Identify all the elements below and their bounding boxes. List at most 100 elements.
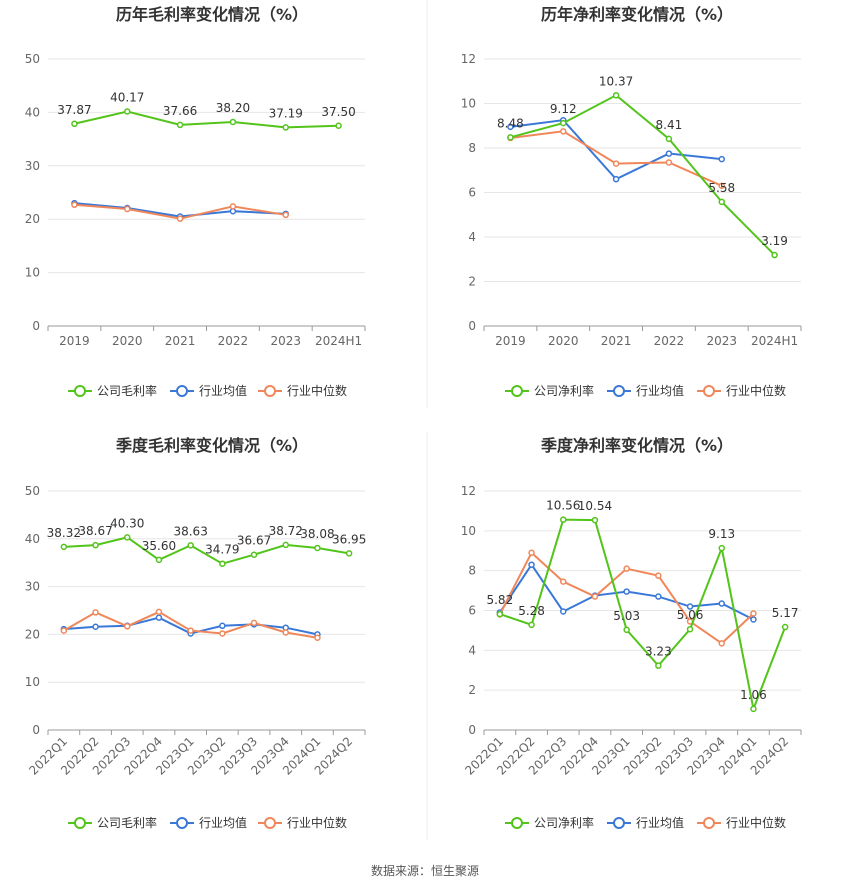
data-point-company <box>528 621 535 629</box>
series-line-company <box>510 94 776 256</box>
y-tick-label: 20 <box>25 212 40 226</box>
data-label: 5.06 <box>677 608 704 622</box>
data-label: 8.41 <box>656 118 683 132</box>
data-point-company <box>282 541 289 549</box>
data-point-industry_avg <box>623 588 630 595</box>
data-point-company <box>219 560 226 567</box>
data-label: 36.67 <box>237 534 271 548</box>
chart-title: 季度净利率变化情况（%） <box>540 436 733 455</box>
data-point-company <box>665 135 673 143</box>
data-point-industry_median <box>124 623 131 630</box>
data-point-industry_median <box>60 627 68 634</box>
x-tick-label: 2020 <box>548 334 579 348</box>
data-point-industry_avg <box>155 614 163 621</box>
legend-marker <box>74 385 86 397</box>
data-point-industry_avg <box>528 561 535 568</box>
data-point-industry_median <box>282 629 289 636</box>
data-label: 35.60 <box>142 539 176 553</box>
y-tick-label: 50 <box>25 52 40 66</box>
data-point-industry_median <box>612 160 620 167</box>
data-label: 5.17 <box>772 606 799 620</box>
data-point-industry_median <box>282 211 289 219</box>
data-point-industry_avg <box>686 603 694 610</box>
data-point-industry_median <box>71 201 78 209</box>
data-point-company <box>750 705 757 713</box>
chart-title: 历年净利率变化情况（%） <box>541 5 733 24</box>
legend-label: 行业均值 <box>199 815 247 830</box>
data-point-company <box>155 556 163 564</box>
data-point-industry_avg <box>665 150 673 157</box>
series-line-company <box>499 518 787 713</box>
data-point-industry_median <box>219 630 226 637</box>
data-label: 38.72 <box>269 524 303 538</box>
data-point-industry_median <box>655 572 662 579</box>
data-label: 5.58 <box>708 181 735 195</box>
data-point-industry_median <box>718 182 725 190</box>
y-tick-label: 4 <box>468 643 476 657</box>
data-point-company <box>282 124 289 131</box>
data-point-industry_median <box>314 634 321 641</box>
data-point-company <box>496 610 504 618</box>
data-point-industry_median <box>591 593 599 600</box>
data-point-company <box>335 122 342 129</box>
legend-label: 公司净利率 <box>534 815 594 830</box>
legend-label: 行业中位数 <box>287 383 347 398</box>
data-point-industry_median <box>187 627 194 634</box>
legend-label: 公司毛利率 <box>97 383 157 398</box>
legend-label: 行业均值 <box>199 383 247 398</box>
y-tick-label: 20 <box>25 627 40 641</box>
data-label: 3.23 <box>645 645 672 659</box>
data-point-industry_median <box>718 640 725 647</box>
legend-marker <box>264 817 276 829</box>
data-point-industry_median <box>124 205 131 213</box>
data-point-company <box>718 198 725 206</box>
legend-label: 行业均值 <box>636 815 684 830</box>
data-label: 34.79 <box>205 543 239 557</box>
data-point-company <box>314 544 321 552</box>
data-point-industry_avg <box>612 175 620 183</box>
data-point-industry_avg <box>718 600 725 607</box>
data-point-company <box>124 108 131 115</box>
data-label: 10.37 <box>599 74 633 88</box>
data-point-company <box>176 121 184 129</box>
data-point-industry_median <box>92 609 99 616</box>
chart-panel-1: 历年毛利率变化情况（%） 0 10 20 30 40 50 2019 2020 2021 2022 2… <box>25 5 366 398</box>
data-label: 37.50 <box>321 105 355 119</box>
y-tick-label: 0 <box>32 723 40 737</box>
y-tick-label: 2 <box>468 275 476 289</box>
legend-marker <box>176 385 188 397</box>
data-label: 9.12 <box>550 102 577 116</box>
data-point-company <box>623 626 630 634</box>
legend-marker <box>74 817 86 829</box>
data-point-industry_median <box>750 610 757 617</box>
y-tick-label: 40 <box>25 532 40 546</box>
data-label: 38.63 <box>173 524 207 538</box>
data-point-industry_median <box>560 578 567 585</box>
y-tick-label: 0 <box>468 319 476 333</box>
legend-item-industry_median: 行业中位数 <box>697 815 786 830</box>
data-point-industry_median <box>665 159 673 166</box>
legend-label: 行业中位数 <box>726 815 786 830</box>
data-label: 40.30 <box>110 516 144 530</box>
data-point-company <box>92 541 99 549</box>
legend-item-industry_median: 行业中位数 <box>697 383 786 398</box>
x-tick-label: 2023 <box>270 334 301 348</box>
legend-label: 公司净利率 <box>534 383 594 398</box>
data-point-industry_median <box>560 128 567 135</box>
y-tick-label: 12 <box>461 484 476 498</box>
x-tick-label: 2022 <box>218 334 249 348</box>
legend-marker <box>703 817 715 829</box>
data-point-industry_median <box>528 549 535 556</box>
y-tick-label: 30 <box>25 580 40 594</box>
data-point-industry_median <box>250 619 258 627</box>
data-label: 9.13 <box>708 527 735 541</box>
data-label: 8.48 <box>497 116 524 130</box>
data-point-company <box>60 543 68 551</box>
data-point-company <box>507 134 514 141</box>
legend-marker <box>703 385 715 397</box>
chart-panel-4: 季度净利率变化情况（%）0246810122022Q12022Q22022Q32… <box>461 436 802 830</box>
y-tick-label: 8 <box>468 141 476 155</box>
legend-item-company: 公司净利率 <box>505 815 594 830</box>
y-tick-label: 8 <box>468 564 476 578</box>
data-point-company <box>591 516 599 524</box>
